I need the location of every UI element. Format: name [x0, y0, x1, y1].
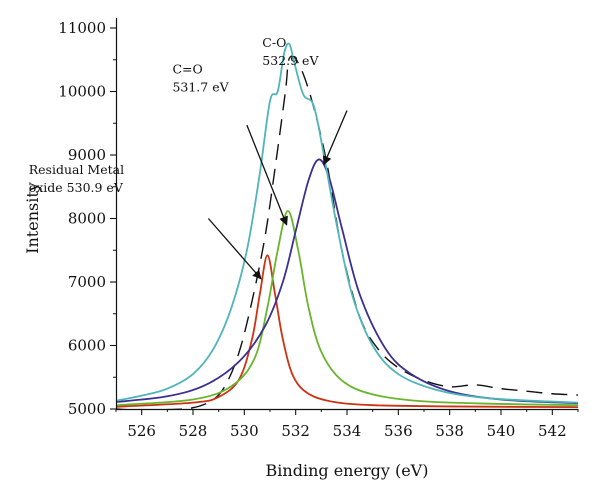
y-tick-label: 7000: [68, 273, 106, 291]
x-tick-label: 534: [333, 422, 362, 440]
y-tick-label: 8000: [68, 210, 106, 228]
x-tick-label: 532: [281, 422, 310, 440]
annotation-text: C-O: [262, 35, 286, 50]
annotation-3: Residual Metal oxide 530.9 eV: [29, 162, 262, 280]
y-tick-label: 6000: [68, 337, 106, 355]
y-tick-label: 5000: [68, 400, 106, 418]
series-measured: [116, 55, 578, 410]
y-tick-label: 11000: [58, 19, 106, 37]
annotation-arrow: [246, 124, 288, 226]
y-tick-label: 9000: [68, 146, 106, 164]
annotation-text: C=O: [172, 62, 202, 77]
annotation-text: 531.7 eV: [172, 80, 229, 95]
x-tick-label: 542: [538, 422, 567, 440]
series-c-double-o: [116, 209, 578, 407]
annotation-1: C-O 532.9 eV: [262, 35, 348, 166]
x-tick-label: 536: [384, 422, 413, 440]
x-tick-label: 530: [230, 422, 259, 440]
y-tick-label: 10000: [58, 83, 106, 101]
x-ticks: 526 528 530 532 534 536 538 540 542: [115, 409, 579, 440]
annotation-text: oxide 530.9 eV: [29, 180, 124, 195]
x-tick-label: 528: [179, 422, 208, 440]
annotation-arrow: [322, 110, 348, 166]
series-layer: [116, 42, 578, 410]
x-tick-label: 540: [487, 422, 516, 440]
annotation-layer: C-O 532.9 eV C=O 531.7 eV Residual Metal oxid…: [29, 35, 348, 280]
x-tick-label: 526: [127, 422, 156, 440]
series-envelope: [116, 42, 578, 404]
y-ticks: 5000 6000 7000 8000 9000 10000 11000: [58, 19, 116, 418]
series-c-o: [116, 158, 578, 405]
annotation-text: Residual Metal: [29, 162, 124, 177]
annotation-arrow: [207, 218, 262, 280]
annotation-2: C=O 531.7 eV: [172, 62, 288, 226]
x-tick-label: 538: [435, 422, 464, 440]
x-axis-title: Binding energy (eV): [266, 461, 429, 480]
annotation-text: 532.9 eV: [262, 53, 319, 68]
y-axis-title: Intensity: [23, 182, 42, 254]
